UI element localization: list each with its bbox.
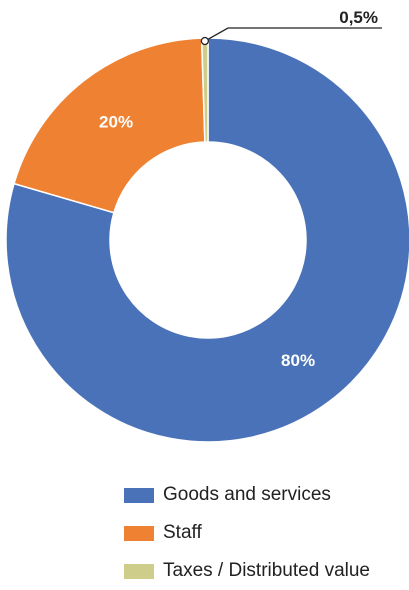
legend-label-staff: Staff: [163, 522, 202, 543]
callout-leader-line: [204, 27, 382, 42]
legend-label-goods-and-services: Goods and services: [163, 484, 331, 505]
legend-swatch-staff: [124, 525, 154, 541]
chart-legend: Goods and services Staff Taxes / Distrib…: [124, 476, 370, 590]
slice-goods-and-services: [5, 37, 409, 443]
legend-item-staff: Staff: [124, 514, 370, 552]
slice-label-goods-and-services: 80%: [281, 351, 315, 370]
legend-item-goods-and-services: Goods and services: [124, 476, 370, 514]
slice-staff: [13, 37, 206, 214]
slice-label-staff: 20%: [99, 112, 133, 131]
legend-item-taxes: Taxes / Distributed value: [124, 552, 370, 590]
legend-swatch-goods-and-services: [124, 487, 154, 503]
slice-label-taxes: 0,5%: [339, 8, 378, 27]
donut-chart: 80% 20% 0,5%: [5, 8, 409, 443]
legend-label-taxes: Taxes / Distributed value: [163, 560, 370, 581]
callout-marker: [200, 36, 210, 46]
legend-swatch-taxes: [124, 563, 154, 579]
